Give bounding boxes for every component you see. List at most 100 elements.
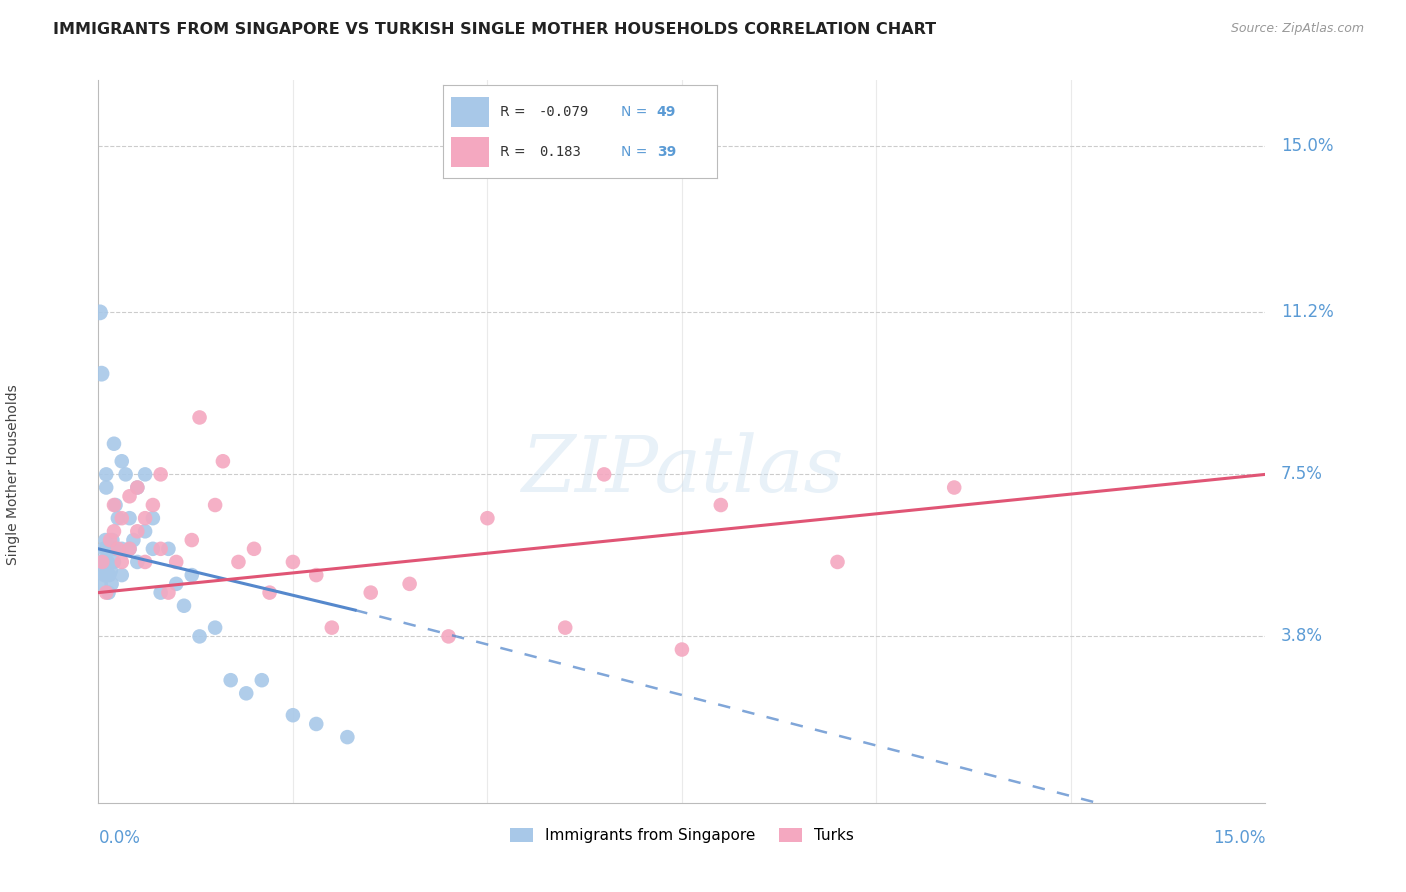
Point <box>149 541 172 556</box>
Point <box>142 498 165 512</box>
Point <box>827 555 849 569</box>
Point <box>671 642 693 657</box>
Point <box>103 498 125 512</box>
Point <box>91 555 114 569</box>
Point <box>90 577 112 591</box>
Point <box>204 621 226 635</box>
Point <box>89 305 111 319</box>
Point <box>127 481 149 495</box>
Text: 11.2%: 11.2% <box>1281 303 1334 321</box>
Point <box>107 511 129 525</box>
Point <box>101 533 124 547</box>
Point <box>281 708 304 723</box>
Point <box>180 533 202 547</box>
Point <box>103 436 125 450</box>
Point <box>118 541 141 556</box>
Point <box>127 524 149 539</box>
Point <box>94 533 117 547</box>
Text: Source: ZipAtlas.com: Source: ZipAtlas.com <box>1230 22 1364 36</box>
Point <box>188 629 211 643</box>
Text: 7.5%: 7.5% <box>1281 466 1323 483</box>
Point <box>165 577 187 591</box>
Point <box>243 541 266 556</box>
Point <box>118 541 141 556</box>
Point <box>142 541 165 556</box>
Point <box>149 585 172 599</box>
Text: Single Mother Households: Single Mother Households <box>6 384 20 565</box>
Point <box>111 555 134 569</box>
Point <box>173 599 195 613</box>
Point <box>188 410 211 425</box>
Point <box>149 467 172 482</box>
Text: 39: 39 <box>657 145 676 159</box>
Point <box>91 555 114 569</box>
Point <box>134 511 156 525</box>
Point <box>103 524 125 539</box>
Point <box>122 533 145 547</box>
Text: 49: 49 <box>657 105 676 119</box>
Point <box>212 454 235 468</box>
Point <box>305 717 328 731</box>
Point <box>114 467 136 482</box>
Point <box>134 467 156 482</box>
Point <box>118 489 141 503</box>
Point <box>336 730 359 744</box>
Point <box>98 541 121 556</box>
Point <box>96 467 118 482</box>
Point <box>97 585 120 599</box>
Point <box>165 555 187 569</box>
Text: 0.0%: 0.0% <box>98 829 141 847</box>
Point <box>100 564 122 578</box>
Point <box>93 541 115 556</box>
Point <box>98 533 121 547</box>
Point <box>90 367 112 381</box>
Point <box>943 481 966 495</box>
Point <box>104 498 127 512</box>
Point <box>235 686 257 700</box>
Point <box>157 541 180 556</box>
Text: R =: R = <box>501 145 534 159</box>
Point <box>477 511 499 525</box>
Point <box>111 568 134 582</box>
Text: -0.079: -0.079 <box>538 105 589 119</box>
Point <box>96 555 118 569</box>
Text: ZIPatlas: ZIPatlas <box>520 433 844 508</box>
Text: 15.0%: 15.0% <box>1213 829 1265 847</box>
Point <box>100 577 122 591</box>
Point <box>321 621 343 635</box>
Point <box>111 511 134 525</box>
Point <box>98 568 121 582</box>
Point <box>228 555 250 569</box>
Point <box>134 524 156 539</box>
Point <box>93 568 115 582</box>
Point <box>103 555 125 569</box>
Point <box>157 585 180 599</box>
Point <box>103 541 125 556</box>
Text: 3.8%: 3.8% <box>1281 627 1323 646</box>
Point <box>259 585 281 599</box>
Point <box>281 555 304 569</box>
Text: 0.183: 0.183 <box>538 145 581 159</box>
Point <box>305 568 328 582</box>
Bar <box>451 97 489 127</box>
Bar <box>451 137 489 167</box>
Point <box>111 541 134 556</box>
Point <box>96 541 118 556</box>
Text: N =: N = <box>621 105 652 119</box>
Point <box>89 555 111 569</box>
Point <box>219 673 242 688</box>
Point <box>111 454 134 468</box>
Text: R =: R = <box>501 105 530 119</box>
Text: IMMIGRANTS FROM SINGAPORE VS TURKISH SINGLE MOTHER HOUSEHOLDS CORRELATION CHART: IMMIGRANTS FROM SINGAPORE VS TURKISH SIN… <box>53 22 936 37</box>
Point <box>554 621 576 635</box>
Point <box>398 577 420 591</box>
Point <box>134 555 156 569</box>
Point <box>96 481 118 495</box>
Point <box>710 498 733 512</box>
Point <box>96 585 118 599</box>
Legend: Immigrants from Singapore, Turks: Immigrants from Singapore, Turks <box>505 822 859 849</box>
Point <box>127 481 149 495</box>
Point <box>250 673 273 688</box>
Point <box>97 555 120 569</box>
Point <box>360 585 382 599</box>
